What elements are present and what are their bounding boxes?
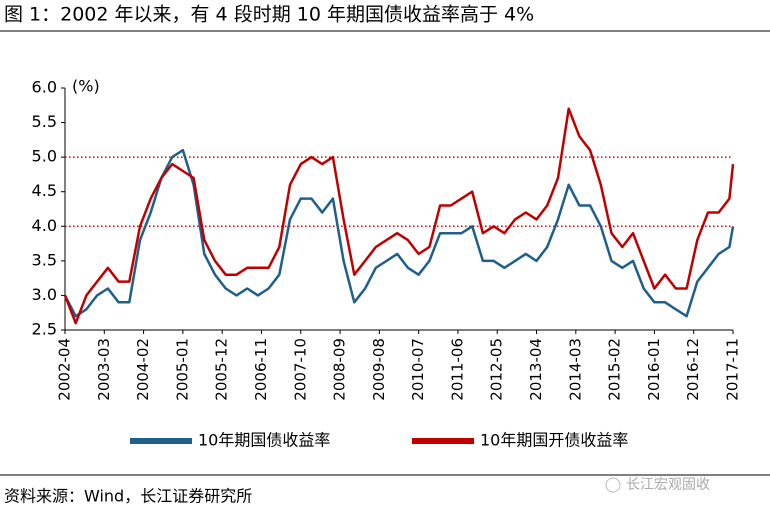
source: 资料来源：Wind，长江证券研究所 bbox=[4, 487, 252, 506]
y-tick-label: 5.0 bbox=[32, 147, 57, 166]
legend-label: 10年期国开债收益率 bbox=[480, 431, 628, 450]
watermark: 长江宏观固收 bbox=[626, 477, 710, 493]
y-tick-label: 4.5 bbox=[32, 181, 57, 200]
x-tick-label: 2016-01 bbox=[645, 338, 663, 401]
legend-label: 10年期国债收益率 bbox=[198, 431, 330, 450]
y-tick-label: 6.0 bbox=[32, 78, 57, 97]
series-line bbox=[63, 148, 735, 318]
y-tick-label: 2.5 bbox=[32, 320, 57, 339]
y-tick-label: 3.5 bbox=[32, 250, 57, 269]
x-tick-label: 2012-05 bbox=[488, 338, 506, 401]
chart-title: 图 1：2002 年以来，有 4 段时期 10 年期国债收益率高于 4% bbox=[4, 4, 534, 26]
x-tick-label: 2007-10 bbox=[291, 338, 309, 401]
x-tick-label: 2008-09 bbox=[331, 338, 349, 401]
y-tick-label: 3.0 bbox=[32, 285, 57, 304]
y-tick-label: 5.5 bbox=[32, 112, 57, 131]
x-tick-label: 2011-06 bbox=[448, 338, 466, 401]
x-tick-label: 2014-03 bbox=[566, 338, 584, 401]
x-tick-label: 2010-07 bbox=[409, 338, 427, 401]
x-tick-label: 2017-11 bbox=[724, 338, 742, 401]
x-tick-label: 2009-08 bbox=[370, 338, 388, 401]
x-tick-label: 2005-12 bbox=[213, 338, 231, 401]
x-tick-label: 2006-11 bbox=[252, 338, 270, 401]
series-line bbox=[63, 107, 735, 325]
x-tick-label: 2002-04 bbox=[56, 338, 74, 401]
x-tick-label: 2004-02 bbox=[134, 338, 152, 401]
x-tick-label: 2013-04 bbox=[527, 338, 545, 401]
watermark-icon bbox=[605, 477, 621, 493]
x-tick-label: 2003-03 bbox=[95, 338, 113, 401]
x-tick-label: 2015-02 bbox=[606, 338, 624, 401]
x-tick-label: 2005-01 bbox=[173, 338, 191, 401]
y-tick-label: 4.0 bbox=[32, 216, 57, 235]
x-tick-label: 2016-12 bbox=[684, 338, 702, 401]
y-axis-label: (%) bbox=[72, 77, 100, 96]
